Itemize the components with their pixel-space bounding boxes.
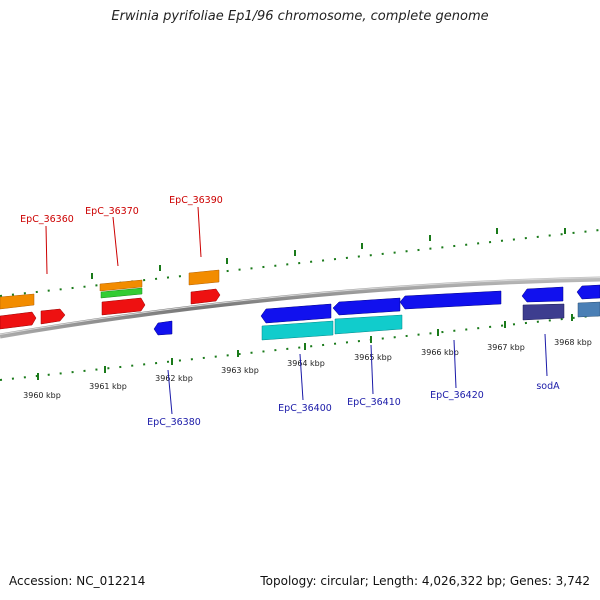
- topology-text: Topology: circular; Length: 4,026,322 bp…: [260, 574, 590, 588]
- gene-label-soda[interactable]: sodA: [536, 381, 560, 392]
- gene-label-epc-36370[interactable]: EpC_36370: [85, 206, 139, 217]
- gene-label-epc-36400[interactable]: EpC_36400: [278, 403, 332, 414]
- reverse-genes: [153, 284, 600, 341]
- leader-line: [544, 333, 548, 377]
- forward-genes: [0, 269, 221, 330]
- scale-label: 3967 kbp: [487, 343, 525, 352]
- gene-orange[interactable]: [0, 293, 35, 310]
- scale-label: 3964 kbp: [287, 359, 325, 368]
- gene-blue[interactable]: [260, 303, 332, 324]
- leader-line: [370, 344, 374, 395]
- gene-red[interactable]: [40, 308, 66, 325]
- reverse-gene-labels: EpC_36380 EpC_36400 EpC_36410 EpC_36420 …: [147, 333, 560, 428]
- scale-label: 3966 kbp: [421, 348, 459, 357]
- leader-line: [45, 225, 48, 275]
- gene-blue[interactable]: [332, 297, 401, 316]
- scale-label: 3962 kbp: [155, 374, 193, 383]
- leader-line: [453, 339, 457, 389]
- chromosome-backbone: [0, 276, 600, 339]
- gene-blue[interactable]: [521, 286, 564, 303]
- gene-label-epc-36360[interactable]: EpC_36360: [20, 214, 74, 225]
- scale-label: 3965 kbp: [354, 353, 392, 362]
- leader-line: [197, 206, 202, 258]
- scale-label: 3961 kbp: [89, 382, 127, 391]
- gene-blue[interactable]: [576, 284, 600, 300]
- gene-steel[interactable]: [577, 301, 600, 318]
- gene-green[interactable]: [100, 287, 143, 299]
- leader-line: [112, 216, 119, 267]
- leader-line: [167, 369, 173, 415]
- gene-cyan[interactable]: [334, 314, 403, 335]
- forward-gene-labels: EpC_36360 EpC_36370 EpC_36390: [20, 195, 223, 275]
- gene-orange[interactable]: [188, 269, 220, 286]
- accession-text: Accession: NC_012214: [9, 574, 146, 588]
- scale-label: 3963 kbp: [221, 366, 259, 375]
- scale-label: 3968 kbp: [554, 338, 592, 347]
- genome-title: Erwinia pyrifoliae Ep1/96 chromosome, co…: [111, 9, 489, 24]
- gene-orange[interactable]: [99, 279, 143, 292]
- gene-label-epc-36390[interactable]: EpC_36390: [169, 195, 223, 206]
- gene-purple[interactable]: [522, 303, 565, 321]
- gene-cyan[interactable]: [261, 320, 334, 341]
- gene-red[interactable]: [0, 311, 37, 330]
- scale-labels: 3960 kbp 3961 kbp 3962 kbp 3963 kbp 3964…: [23, 338, 592, 400]
- leader-line: [299, 353, 304, 401]
- gene-blue[interactable]: [153, 320, 173, 336]
- scale-label: 3960 kbp: [23, 391, 61, 400]
- gene-label-epc-36410[interactable]: EpC_36410: [347, 397, 401, 408]
- gene-red[interactable]: [190, 288, 221, 305]
- upper-tick-track: [0, 228, 600, 297]
- lower-tick-track: [0, 314, 600, 381]
- gene-label-epc-36380[interactable]: EpC_36380: [147, 417, 201, 428]
- gene-blue[interactable]: [399, 290, 502, 310]
- gene-red[interactable]: [101, 297, 146, 316]
- gene-label-epc-36420[interactable]: EpC_36420: [430, 390, 484, 401]
